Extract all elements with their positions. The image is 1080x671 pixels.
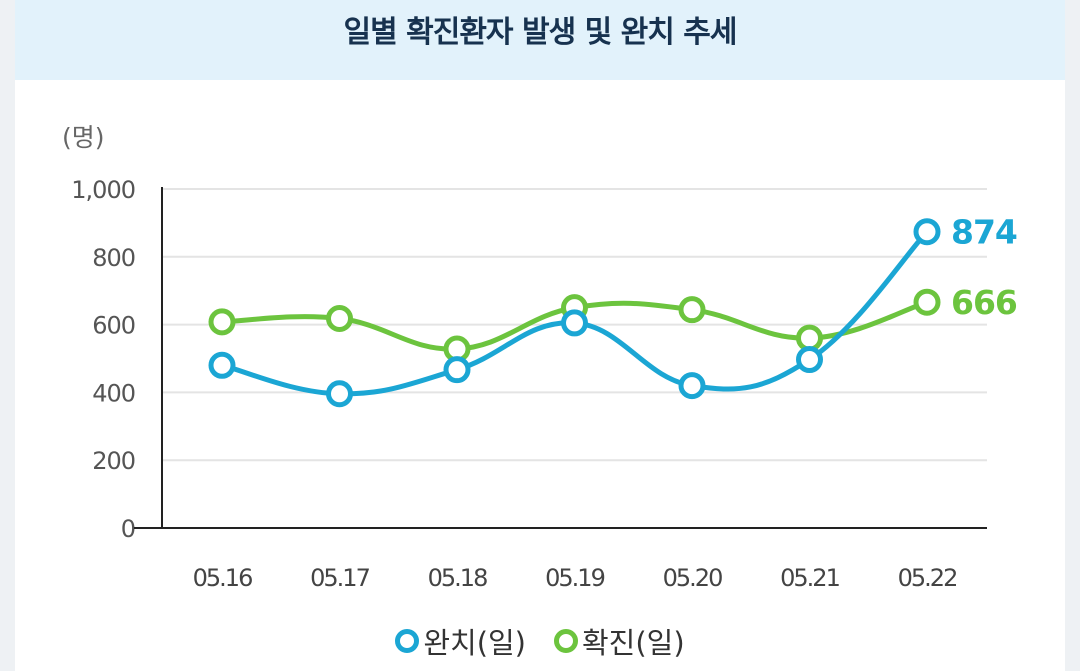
chart-legend: 완치(일) 확진(일) — [0, 616, 1080, 666]
chart-header — [15, 0, 1065, 80]
legend-label-confirmed: 확진(일) — [582, 626, 685, 660]
data-point-0-0 — [208, 351, 236, 379]
x-tick-label: 05.19 — [545, 564, 604, 592]
data-point-1-1 — [326, 304, 353, 332]
data-point-0-5 — [796, 346, 823, 374]
chart-title: 일별 확진환자 발생 및 완치 추세 — [343, 15, 737, 50]
data-point-1-4 — [678, 296, 706, 324]
x-tick-label: 05.16 — [193, 564, 252, 592]
x-tick-label: 05.18 — [428, 564, 487, 592]
data-point-0-6 — [913, 218, 941, 246]
legend-item-recovered[interactable]: 완치(일) — [395, 620, 526, 662]
x-tick-label: 05.21 — [780, 564, 839, 592]
y-axis-unit-label: (명) — [62, 123, 105, 152]
data-label-0: 874 — [951, 213, 1017, 252]
y-tick-label: 200 — [92, 447, 135, 475]
data-point-0-2 — [443, 356, 471, 384]
y-tick-label: 800 — [92, 244, 135, 272]
data-point-0-3 — [561, 309, 588, 337]
legend-item-confirmed[interactable]: 확진(일) — [554, 620, 685, 662]
y-tick-label: 0 — [121, 515, 135, 543]
x-tick-label: 05.20 — [663, 564, 722, 592]
x-tick-label: 05.17 — [310, 564, 369, 592]
chart-panel — [15, 0, 1065, 671]
legend-circle-icon-confirmed — [554, 629, 578, 653]
y-tick-label: 1,000 — [71, 176, 135, 204]
x-tick-label: 05.22 — [898, 564, 957, 592]
y-tick-label: 400 — [92, 379, 135, 407]
data-point-1-0 — [208, 308, 236, 336]
data-point-1-6 — [913, 288, 941, 316]
data-label-1: 666 — [951, 283, 1017, 322]
data-point-0-1 — [326, 380, 353, 408]
data-point-0-4 — [678, 372, 706, 400]
legend-circle-icon-recovered — [395, 629, 420, 653]
legend-label-recovered: 완치(일) — [423, 626, 526, 660]
y-tick-label: 600 — [92, 312, 135, 340]
data-point-1-5 — [796, 324, 823, 352]
